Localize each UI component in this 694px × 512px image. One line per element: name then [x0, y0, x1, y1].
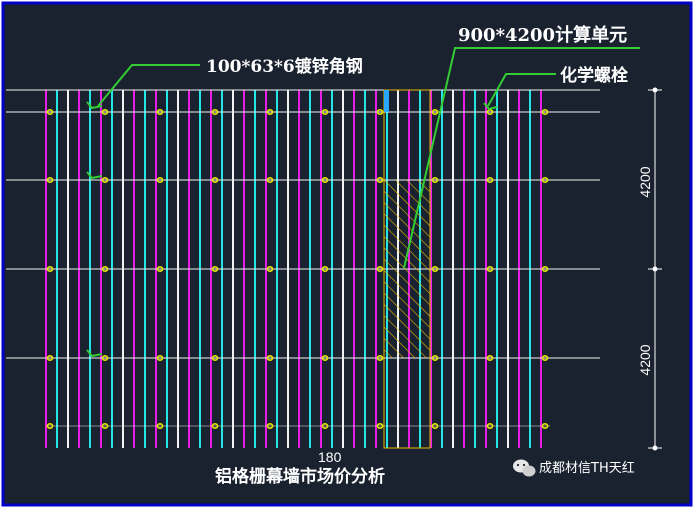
chemical-bolt: [431, 265, 439, 272]
chemical-bolt: [156, 177, 164, 184]
watermark: 成都材信TH天红: [513, 459, 635, 477]
horizontal-members: [6, 89, 600, 427]
chemical-bolt: [321, 265, 329, 272]
chemical-bolt: [431, 422, 439, 429]
chemical-bolt: [266, 109, 274, 116]
chemical-bolt: [266, 422, 274, 429]
chemical-bolt: [101, 422, 109, 429]
chemical-bolt: [486, 177, 494, 184]
chemical-bolt: [431, 109, 439, 116]
label-angle-steel: 100*63*6镀锌角钢: [206, 56, 363, 77]
angle-steel-leader: [97, 64, 200, 107]
chemical-bolt: [486, 354, 494, 361]
chemical-bolt: [321, 177, 329, 184]
dimension-upper: 4200: [637, 166, 653, 197]
caption-title: 铝格栅幕墙市场价分析: [215, 466, 385, 487]
chemical-bolt: [46, 265, 54, 272]
chemical-bolt: [266, 354, 274, 361]
chemical-bolt: [46, 422, 54, 429]
chemical-bolt: [156, 422, 164, 429]
wechat-icon: [513, 459, 536, 477]
chemical-bolt: [376, 354, 384, 361]
chemical-bolt: [101, 177, 109, 184]
chemical-bolt: [46, 177, 54, 184]
bolt-mark: [483, 102, 498, 111]
chemical-bolt: [376, 422, 384, 429]
chemical-bolt: [46, 354, 54, 361]
calc-unit-marker: [384, 90, 389, 112]
chemical-bolt: [211, 354, 219, 361]
chemical-bolt: [486, 109, 494, 116]
angle-mark-3: [86, 349, 103, 358]
watermark-text: 成都材信TH天红: [539, 460, 635, 476]
leaders: [86, 47, 640, 358]
angle-mark-2: [86, 171, 103, 180]
calc-unit-region: [383, 89, 431, 449]
chemical-bolt: [486, 265, 494, 272]
chemical-bolt: [376, 177, 384, 184]
chemical-bolt: [376, 109, 384, 116]
chemical-bolt: [266, 177, 274, 184]
chemical-bolt: [266, 265, 274, 272]
chemical-bolt: [321, 109, 329, 116]
angle-mark-1: [86, 101, 103, 110]
chemical-bolts: [46, 109, 549, 429]
chemical-bolt: [46, 109, 54, 116]
chemical-bolt: [101, 109, 109, 116]
chemical-bolt: [321, 354, 329, 361]
chemical-bolt: [321, 422, 329, 429]
chemical-bolt: [486, 422, 494, 429]
calc-unit-leader: [403, 47, 640, 269]
chemical-bolt: [541, 422, 549, 429]
chemical-bolt: [156, 354, 164, 361]
chemical-bolt: [211, 109, 219, 116]
dimension-bottom: 180: [318, 449, 342, 465]
chemical-bolt: [541, 354, 549, 361]
chemical-bolt: [431, 354, 439, 361]
chemical-bolt: [101, 265, 109, 272]
dimension-line: 4200 4200: [637, 87, 662, 451]
chemical-bolt: [101, 354, 109, 361]
dimension-lower: 4200: [637, 344, 653, 375]
chemical-bolt: [211, 422, 219, 429]
chemical-bolt: [541, 109, 549, 116]
chemical-bolt: [376, 265, 384, 272]
chemical-bolt: [431, 177, 439, 184]
calc-unit-hatch: [384, 180, 430, 358]
chemical-bolt: [211, 177, 219, 184]
chemical-bolt: [156, 265, 164, 272]
label-chem-bolt: 化学螺栓: [560, 65, 628, 86]
chemical-bolt: [541, 177, 549, 184]
label-calc-unit: 900*4200计算单元: [458, 24, 627, 46]
chem-bolt-leader: [487, 73, 556, 107]
chemical-bolt: [541, 265, 549, 272]
chemical-bolt: [211, 265, 219, 272]
calc-unit-outline: [383, 89, 431, 449]
chemical-bolt: [156, 109, 164, 116]
